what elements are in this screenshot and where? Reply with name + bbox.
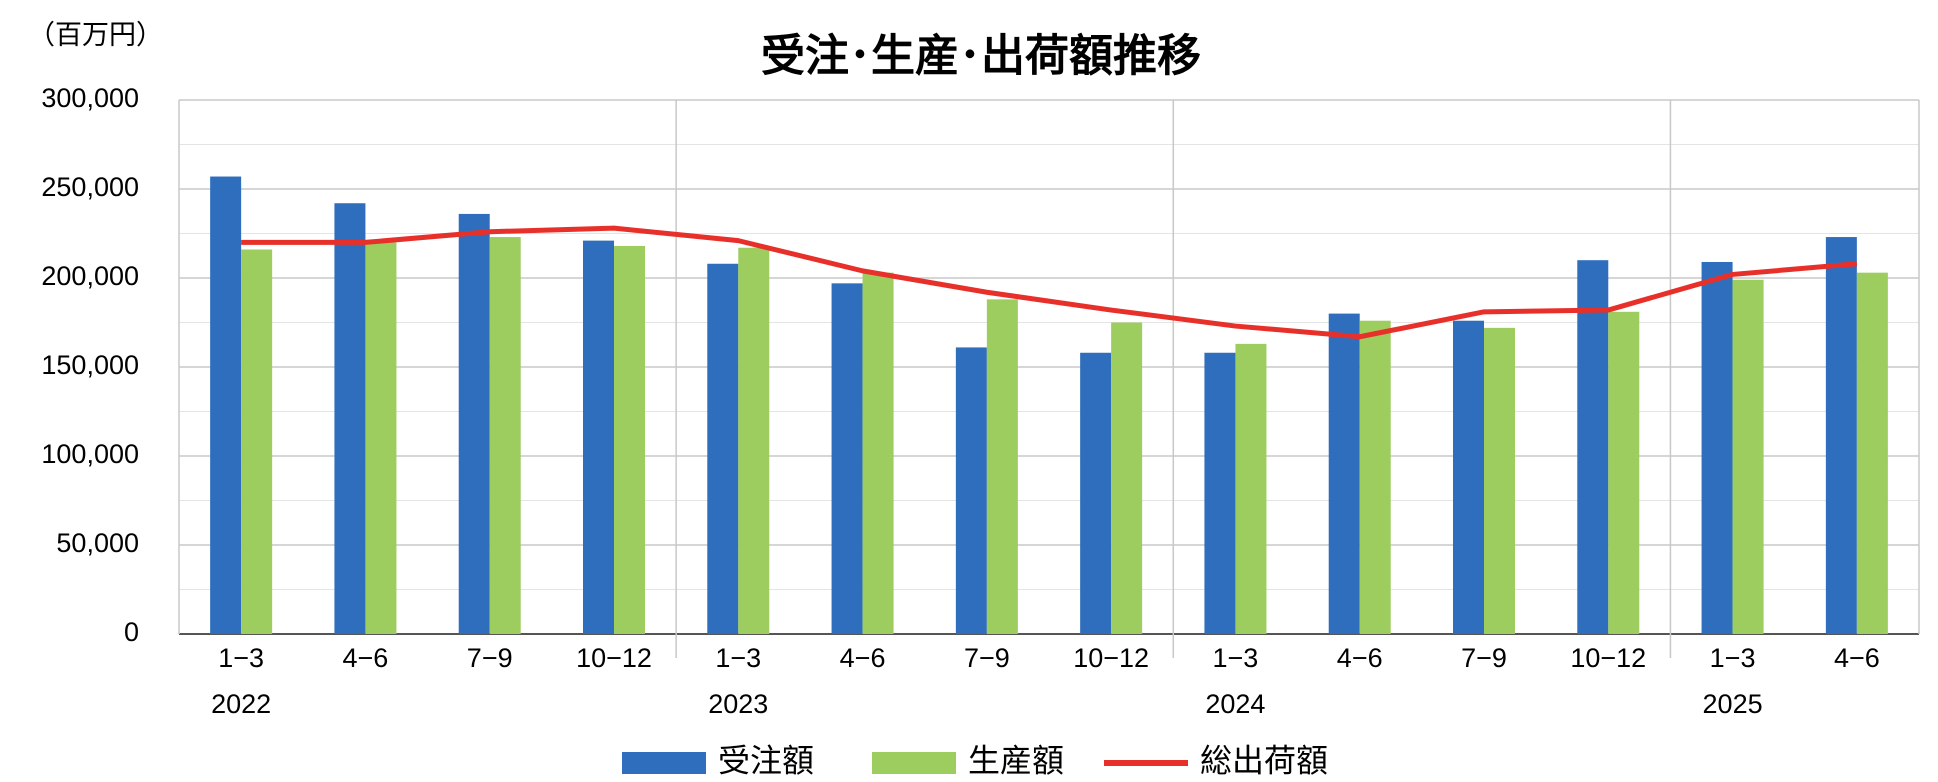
bar (210, 176, 242, 635)
year-label: 2023 (708, 689, 768, 719)
legend-swatch (872, 752, 956, 774)
x-tick-label: 10−12 (576, 643, 652, 673)
x-tick-label: 7−9 (467, 643, 513, 673)
year-label: 2025 (1703, 689, 1763, 719)
y-tick-label: 0 (124, 617, 139, 647)
bar (583, 240, 614, 634)
y-tick-label: 250,000 (41, 172, 139, 202)
x-tick-label: 1−3 (715, 643, 761, 673)
bar (1080, 352, 1112, 634)
legend-label: 受注額 (718, 742, 814, 778)
bar (1577, 260, 1609, 634)
bar (831, 283, 863, 634)
bar (458, 213, 490, 635)
bar (1856, 272, 1888, 634)
y-tick-label: 300,000 (41, 83, 139, 113)
bar (1111, 322, 1143, 634)
bar (986, 299, 1018, 634)
x-tick-label: 4−6 (1834, 643, 1880, 673)
chart-title: 受注･生産･出荷額推移 (761, 32, 1201, 81)
bar (365, 242, 397, 634)
legend-label: 生産額 (968, 742, 1064, 778)
bar (1328, 313, 1360, 634)
year-label: 2022 (211, 689, 271, 719)
bar (1732, 279, 1764, 634)
bar (955, 347, 987, 634)
bar (1453, 320, 1484, 634)
x-tick-label: 10−12 (1073, 643, 1149, 673)
x-tick-label: 1−3 (1710, 643, 1756, 673)
y-tick-label: 100,000 (41, 439, 139, 469)
bar (334, 203, 366, 635)
y-tick-label: 200,000 (41, 261, 139, 291)
unit-label: （百万円） (28, 20, 163, 50)
bar (738, 247, 770, 635)
bar (489, 237, 521, 634)
y-tick-label: 50,000 (56, 528, 139, 558)
bar (1825, 237, 1857, 634)
bar (614, 245, 645, 634)
x-tick-label: 1−3 (1213, 643, 1259, 673)
legend-label: 総出荷額 (1200, 742, 1328, 778)
bar (1701, 261, 1733, 634)
bar (862, 272, 894, 634)
x-tick-label: 4−6 (1337, 643, 1383, 673)
line (241, 225, 1858, 340)
bar (1235, 343, 1267, 634)
x-tick-label: 4−6 (840, 643, 886, 673)
bar (1204, 352, 1236, 634)
legend-swatch (622, 752, 706, 774)
x-tick-label: 7−9 (1461, 643, 1507, 673)
bar (707, 263, 739, 634)
x-tick-label: 10−12 (1570, 643, 1646, 673)
x-tick-label: 7−9 (964, 643, 1010, 673)
x-tick-label: 1−3 (218, 643, 264, 673)
year-label: 2024 (1205, 689, 1265, 719)
bar (1608, 311, 1640, 634)
x-tick-label: 4−6 (343, 643, 389, 673)
bar (241, 249, 273, 634)
bar (1484, 327, 1515, 634)
y-tick-label: 150,000 (41, 350, 139, 380)
bar (1359, 320, 1391, 634)
